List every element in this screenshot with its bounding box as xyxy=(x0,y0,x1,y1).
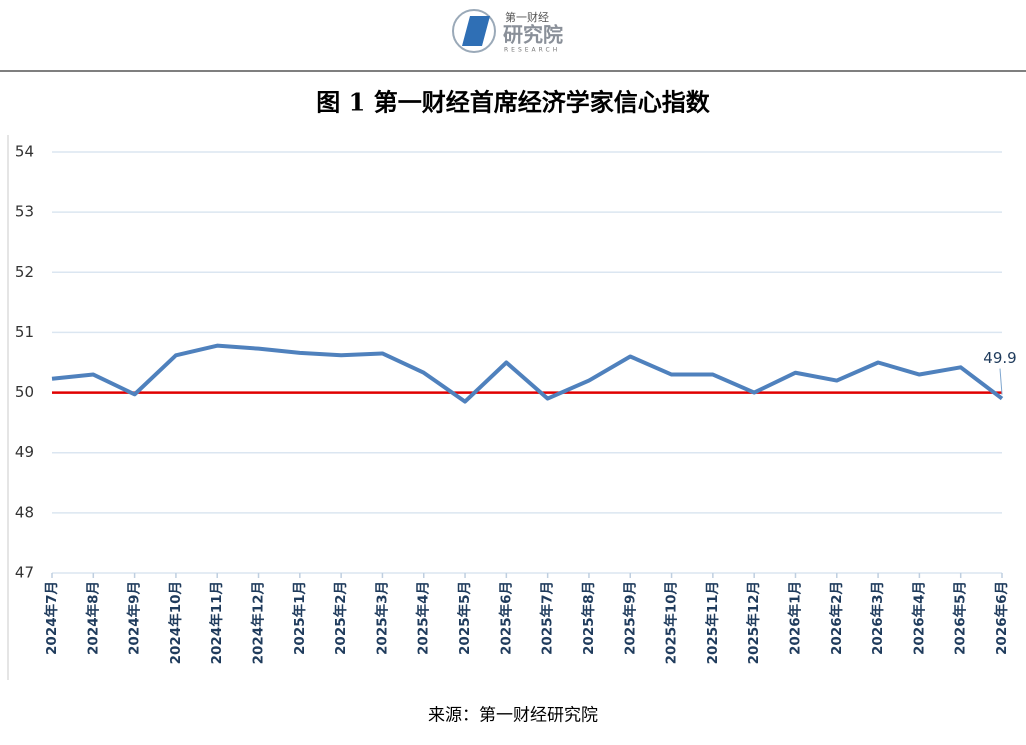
x-tick-label: 2025年5月 xyxy=(456,581,473,655)
y-tick-label: 51 xyxy=(15,323,34,341)
logo-icon xyxy=(462,16,490,46)
x-tick-label: 2024年12月 xyxy=(250,581,267,664)
x-tick-label: 2026年3月 xyxy=(869,581,886,655)
logo-name: 研究院 xyxy=(503,23,563,47)
x-tick-label: 2025年9月 xyxy=(621,581,638,655)
y-tick-label: 48 xyxy=(15,503,34,521)
y-tick-label: 53 xyxy=(15,203,34,221)
x-tick-label: 2025年1月 xyxy=(291,581,308,655)
y-tick-label: 50 xyxy=(15,383,34,401)
x-tick-label: 2025年2月 xyxy=(332,581,349,655)
logo-subname: RESEARCH xyxy=(504,47,560,54)
data-line xyxy=(51,343,1004,404)
x-tick-label: 2024年8月 xyxy=(84,581,101,655)
logo-ring xyxy=(452,9,496,53)
y-tick-label: 47 xyxy=(15,564,34,582)
x-tick-label: 2026年1月 xyxy=(786,581,803,655)
x-tick-label: 2025年3月 xyxy=(373,581,390,655)
x-tick-label: 2025年11月 xyxy=(704,581,721,664)
x-tick-label: 2024年9月 xyxy=(126,581,143,655)
x-tick-label: 2025年4月 xyxy=(415,581,432,655)
label-leader xyxy=(999,368,1003,395)
x-tick-label: 2025年6月 xyxy=(497,581,514,655)
logo-brand: 第一财经 xyxy=(505,10,549,24)
y-tick-label: 52 xyxy=(15,263,34,281)
logo: 第一财经 研究院 RESEARCH xyxy=(452,9,563,54)
x-tick-label: 2025年7月 xyxy=(539,581,556,655)
x-tick-label: 2024年7月 xyxy=(43,581,60,655)
x-tick-label: 2024年11月 xyxy=(208,581,225,664)
x-tick-label: 2025年12月 xyxy=(745,581,762,664)
source: 来源：第一财经研究院 xyxy=(428,706,598,726)
y-tick-label: 49 xyxy=(15,443,34,461)
chart-title: 图 1 第一财经首席经济学家信心指数 xyxy=(316,88,710,117)
y-tick-label: 54 xyxy=(15,143,34,161)
data-label: 49.9 xyxy=(983,349,1016,367)
x-tick-label: 2026年6月 xyxy=(993,581,1010,655)
x-tick-label: 2026年5月 xyxy=(952,581,969,655)
x-tick-label: 2024年10月 xyxy=(167,581,184,664)
x-tick-label: 2025年10月 xyxy=(663,581,680,664)
x-tick-label: 2025年8月 xyxy=(580,581,597,655)
x-tick-label: 2026年2月 xyxy=(828,581,845,655)
x-tick-label: 2026年4月 xyxy=(910,581,927,655)
